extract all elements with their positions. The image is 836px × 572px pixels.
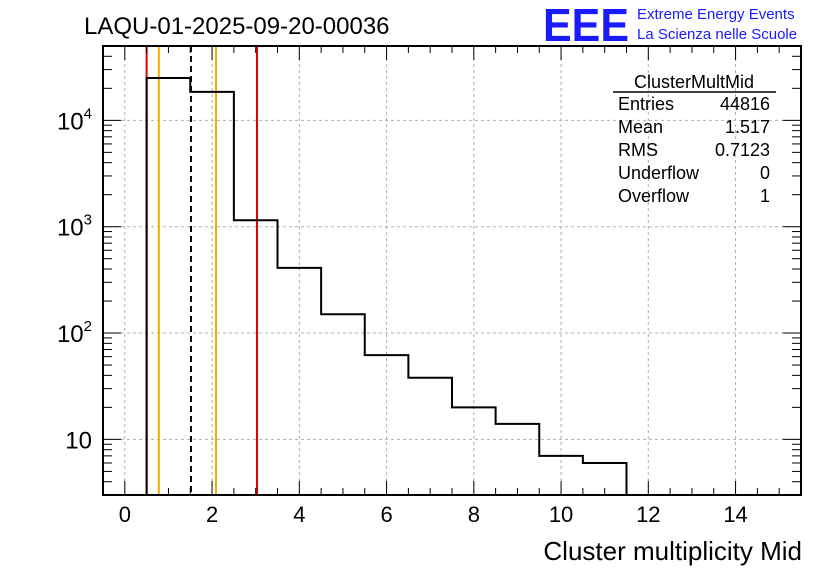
grid-lines bbox=[103, 46, 801, 495]
histogram-outline bbox=[145, 77, 628, 495]
x-tick-label: 0 bbox=[119, 502, 131, 527]
histogram-bin bbox=[234, 220, 278, 495]
histogram-bin bbox=[496, 424, 540, 495]
x-tick-label: 14 bbox=[723, 502, 747, 527]
x-tick-label: 6 bbox=[380, 502, 392, 527]
y-tick-label: 102 bbox=[57, 318, 92, 348]
stats-value-underflow: 0 bbox=[760, 163, 770, 183]
stats-label-rms: RMS bbox=[618, 140, 658, 160]
logo-line-2: La Scienza nelle Scuole bbox=[637, 26, 797, 43]
histogram-bin bbox=[321, 314, 365, 495]
stats-value-mean: 1.517 bbox=[725, 117, 770, 137]
x-tick-label: 10 bbox=[549, 502, 573, 527]
y-tick-label-exponent: 3 bbox=[84, 212, 92, 229]
y-tick-label-base: 10 bbox=[65, 427, 92, 454]
y-tick-label-base: 10 bbox=[57, 108, 84, 135]
y-tick-label-exponent: 2 bbox=[84, 318, 92, 335]
logo-line-1: Extreme Energy Events bbox=[637, 6, 795, 23]
stats-box: ClusterMultMid Entries 44816 Mean 1.517 … bbox=[613, 72, 776, 206]
histogram-bin bbox=[278, 268, 322, 495]
axes bbox=[102, 45, 802, 496]
stats-label-underflow: Underflow bbox=[618, 163, 700, 183]
y-tick-label-base: 10 bbox=[57, 321, 84, 348]
x-axis-label: Cluster multiplicity Mid bbox=[543, 536, 802, 566]
stats-label-overflow: Overflow bbox=[618, 186, 690, 206]
y-tick-label: 103 bbox=[57, 212, 92, 242]
stats-value-overflow: 1 bbox=[760, 186, 770, 206]
y-tick-label: 10 bbox=[65, 427, 92, 454]
eee-logo-letters: EEE bbox=[543, 0, 629, 51]
stats-value-rms: 0.7123 bbox=[715, 140, 770, 160]
histogram-bin bbox=[365, 355, 409, 495]
chart-title: LAQU-01-2025-09-20-00036 bbox=[84, 13, 390, 40]
stats-box-title: ClusterMultMid bbox=[634, 72, 754, 92]
x-tick-label: 12 bbox=[636, 502, 660, 527]
x-tick-label: 4 bbox=[293, 502, 305, 527]
stats-label-entries: Entries bbox=[618, 94, 674, 114]
stats-value-entries: 44816 bbox=[720, 94, 770, 114]
y-tick-label: 104 bbox=[57, 105, 92, 135]
histogram-bin bbox=[408, 378, 452, 495]
y-tick-label-exponent: 4 bbox=[84, 105, 92, 122]
y-tick-label-base: 10 bbox=[57, 215, 84, 242]
histogram-bins bbox=[145, 77, 628, 495]
histogram-bin bbox=[147, 78, 191, 495]
x-tick-label: 8 bbox=[468, 502, 480, 527]
x-tick-label: 2 bbox=[206, 502, 218, 527]
stats-label-mean: Mean bbox=[618, 117, 663, 137]
histogram-bin bbox=[190, 92, 234, 495]
